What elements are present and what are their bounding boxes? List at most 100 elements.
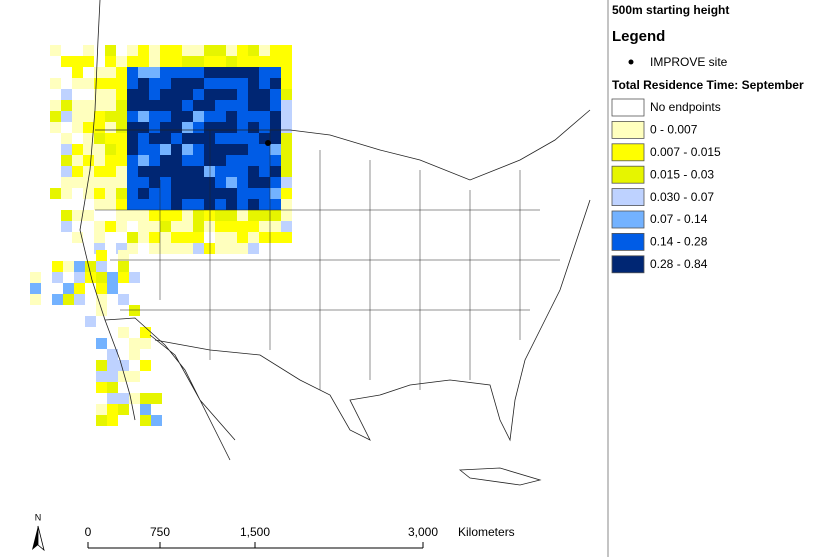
residence-cell bbox=[116, 111, 127, 122]
legend-swatch bbox=[611, 143, 645, 162]
residence-cell bbox=[182, 232, 193, 243]
residence-cell bbox=[160, 67, 171, 78]
basemap bbox=[79, 0, 591, 486]
legend-swatch bbox=[611, 98, 645, 117]
west-coast bbox=[79, 0, 136, 421]
scale-label: 1,500 bbox=[240, 525, 270, 539]
residence-cell bbox=[72, 210, 83, 221]
residence-cell bbox=[129, 305, 140, 316]
residence-cell bbox=[193, 177, 204, 188]
residence-cell bbox=[281, 188, 292, 199]
residence-cell bbox=[83, 78, 94, 89]
residence-cell bbox=[72, 232, 83, 243]
residence-cell bbox=[160, 45, 171, 56]
residence-cell bbox=[226, 199, 237, 210]
residence-cell bbox=[204, 177, 215, 188]
residence-cell bbox=[215, 100, 226, 111]
residence-cell bbox=[107, 283, 118, 294]
residence-cell bbox=[270, 232, 281, 243]
residence-cell bbox=[107, 349, 118, 360]
residence-cell bbox=[116, 188, 127, 199]
residence-cell bbox=[72, 56, 83, 67]
residence-cell bbox=[182, 133, 193, 144]
residence-cell bbox=[94, 133, 105, 144]
residence-cell bbox=[105, 100, 116, 111]
residence-cell bbox=[105, 45, 116, 56]
residence-cell bbox=[259, 221, 270, 232]
residence-cell bbox=[270, 100, 281, 111]
north-arrow-right bbox=[37, 525, 45, 552]
legend-swatch bbox=[611, 232, 645, 251]
residence-cell bbox=[182, 89, 193, 100]
residence-cell bbox=[226, 155, 237, 166]
cuba bbox=[458, 467, 542, 486]
residence-cell bbox=[127, 111, 138, 122]
residence-cell bbox=[270, 210, 281, 221]
legend-swatch bbox=[611, 165, 645, 184]
residence-cell bbox=[50, 122, 61, 133]
residence-cell bbox=[259, 232, 270, 243]
residence-cell bbox=[149, 100, 160, 111]
residence-cell bbox=[96, 261, 107, 272]
residence-cell bbox=[127, 122, 138, 133]
residence-cell bbox=[237, 100, 248, 111]
residence-cell bbox=[226, 78, 237, 89]
residence-cell bbox=[116, 122, 127, 133]
residence-cell bbox=[138, 78, 149, 89]
residence-cell bbox=[160, 78, 171, 89]
residence-cell bbox=[118, 404, 129, 415]
residence-cell bbox=[94, 122, 105, 133]
residence-cell bbox=[204, 210, 215, 221]
residence-cell bbox=[94, 188, 105, 199]
residence-cell bbox=[226, 210, 237, 221]
residence-cell bbox=[138, 188, 149, 199]
residence-cell bbox=[118, 250, 129, 261]
residence-cell bbox=[182, 155, 193, 166]
residence-cell bbox=[50, 78, 61, 89]
residence-cell bbox=[63, 283, 74, 294]
residence-cell bbox=[193, 155, 204, 166]
residence-cell bbox=[138, 56, 149, 67]
residence-cell bbox=[248, 221, 259, 232]
residence-cell bbox=[204, 111, 215, 122]
residence-cell bbox=[107, 404, 118, 415]
residence-cell bbox=[160, 177, 171, 188]
residence-cell bbox=[204, 133, 215, 144]
scale-label: 3,000 bbox=[408, 525, 438, 539]
residence-cell bbox=[204, 67, 215, 78]
residence-cell bbox=[193, 89, 204, 100]
legend-label: 0.14 - 0.28 bbox=[650, 235, 708, 249]
residence-cell bbox=[83, 111, 94, 122]
residence-cell bbox=[107, 382, 118, 393]
residence-cell bbox=[270, 78, 281, 89]
residence-cell bbox=[105, 188, 116, 199]
residence-cell bbox=[96, 371, 107, 382]
residence-cell bbox=[248, 155, 259, 166]
residence-cell bbox=[248, 133, 259, 144]
residence-cell bbox=[204, 89, 215, 100]
residence-cell bbox=[105, 221, 116, 232]
residence-cell bbox=[237, 199, 248, 210]
residence-cell bbox=[226, 221, 237, 232]
residence-cell bbox=[160, 100, 171, 111]
residence-cell bbox=[248, 144, 259, 155]
residence-cell bbox=[270, 144, 281, 155]
north-arrow: N bbox=[32, 512, 45, 552]
residence-cell bbox=[63, 261, 74, 272]
residence-cell bbox=[237, 188, 248, 199]
residence-cell bbox=[270, 111, 281, 122]
residence-cell bbox=[72, 122, 83, 133]
residence-cell bbox=[204, 45, 215, 56]
residence-cell bbox=[171, 111, 182, 122]
residence-cell bbox=[204, 78, 215, 89]
residence-cell bbox=[215, 122, 226, 133]
residence-cell bbox=[160, 243, 171, 254]
residence-cell bbox=[259, 67, 270, 78]
residence-cell bbox=[171, 144, 182, 155]
residence-cell bbox=[160, 133, 171, 144]
residence-cell bbox=[105, 155, 116, 166]
residence-cell bbox=[182, 122, 193, 133]
residence-cell bbox=[116, 133, 127, 144]
residence-cell bbox=[259, 166, 270, 177]
residence-cell bbox=[193, 144, 204, 155]
